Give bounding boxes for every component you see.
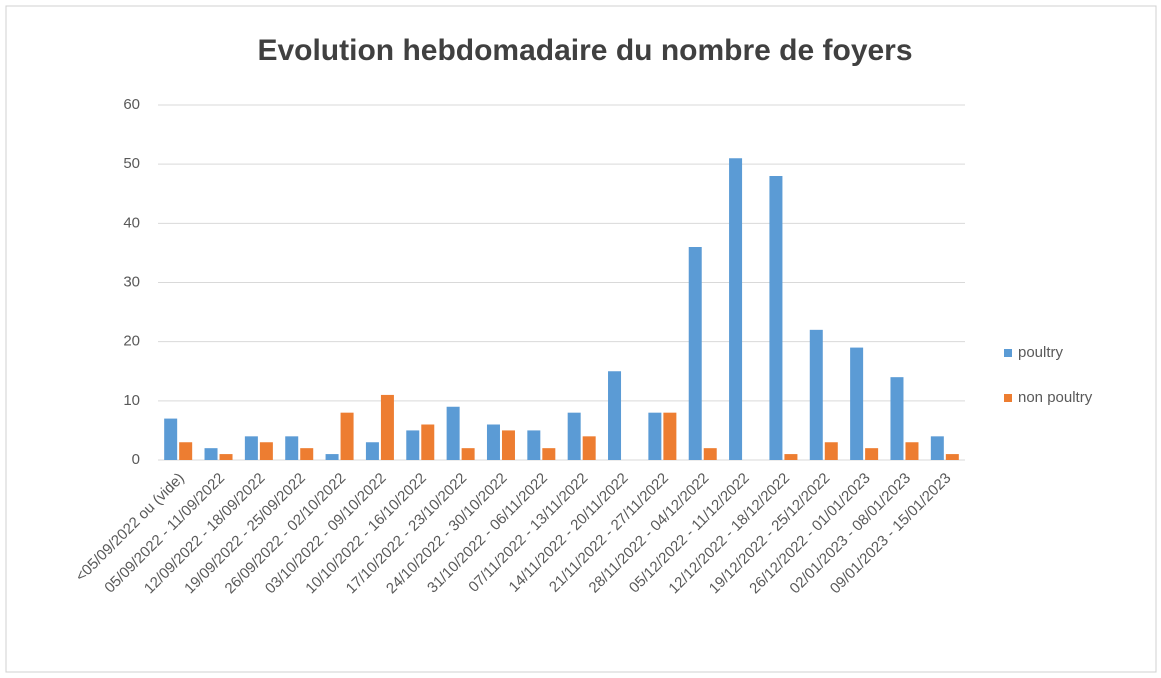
- legend-label: non poultry: [1018, 389, 1093, 406]
- bar: [501, 430, 515, 460]
- bar: [784, 454, 798, 460]
- legend-label: poultry: [1018, 344, 1064, 361]
- bar: [219, 454, 233, 460]
- y-tick-label: 30: [123, 273, 140, 290]
- bar: [945, 454, 959, 460]
- y-tick-label: 20: [123, 333, 140, 350]
- bar: [325, 454, 339, 460]
- bar: [809, 329, 823, 460]
- bar: [486, 424, 500, 460]
- bar: [421, 424, 435, 460]
- bar: [850, 347, 864, 460]
- bar: [179, 442, 193, 460]
- bar: [905, 442, 919, 460]
- bar: [164, 418, 178, 460]
- legend-swatch: [1004, 394, 1012, 402]
- bar: [406, 430, 420, 460]
- bar: [244, 436, 258, 460]
- bar: [461, 448, 475, 460]
- bar: [729, 158, 743, 460]
- bar: [648, 412, 662, 460]
- bar: [930, 436, 944, 460]
- chart-border: [5, 5, 1157, 673]
- y-tick-label: 60: [123, 96, 140, 113]
- bar: [582, 436, 596, 460]
- bar: [259, 442, 273, 460]
- bar: [285, 436, 299, 460]
- bar: [688, 247, 702, 460]
- bar: [446, 406, 460, 460]
- y-tick-label: 40: [123, 214, 140, 231]
- bar: [340, 412, 354, 460]
- chart-title: Evolution hebdomadaire du nombre de foye…: [257, 34, 912, 67]
- bar: [703, 448, 717, 460]
- bar: [865, 448, 879, 460]
- bar: [300, 448, 314, 460]
- bar: [567, 412, 581, 460]
- bar: [542, 448, 556, 460]
- bar: [365, 442, 379, 460]
- bar: [380, 394, 394, 460]
- legend-swatch: [1004, 349, 1012, 357]
- bar: [824, 442, 838, 460]
- bar: [769, 176, 783, 460]
- y-tick-label: 10: [123, 392, 140, 409]
- y-tick-label: 0: [132, 451, 140, 468]
- bar: [204, 448, 218, 460]
- bar: [890, 377, 904, 460]
- bar: [608, 371, 622, 460]
- y-tick-label: 50: [123, 155, 140, 172]
- bar: [663, 412, 677, 460]
- bar: [527, 430, 541, 460]
